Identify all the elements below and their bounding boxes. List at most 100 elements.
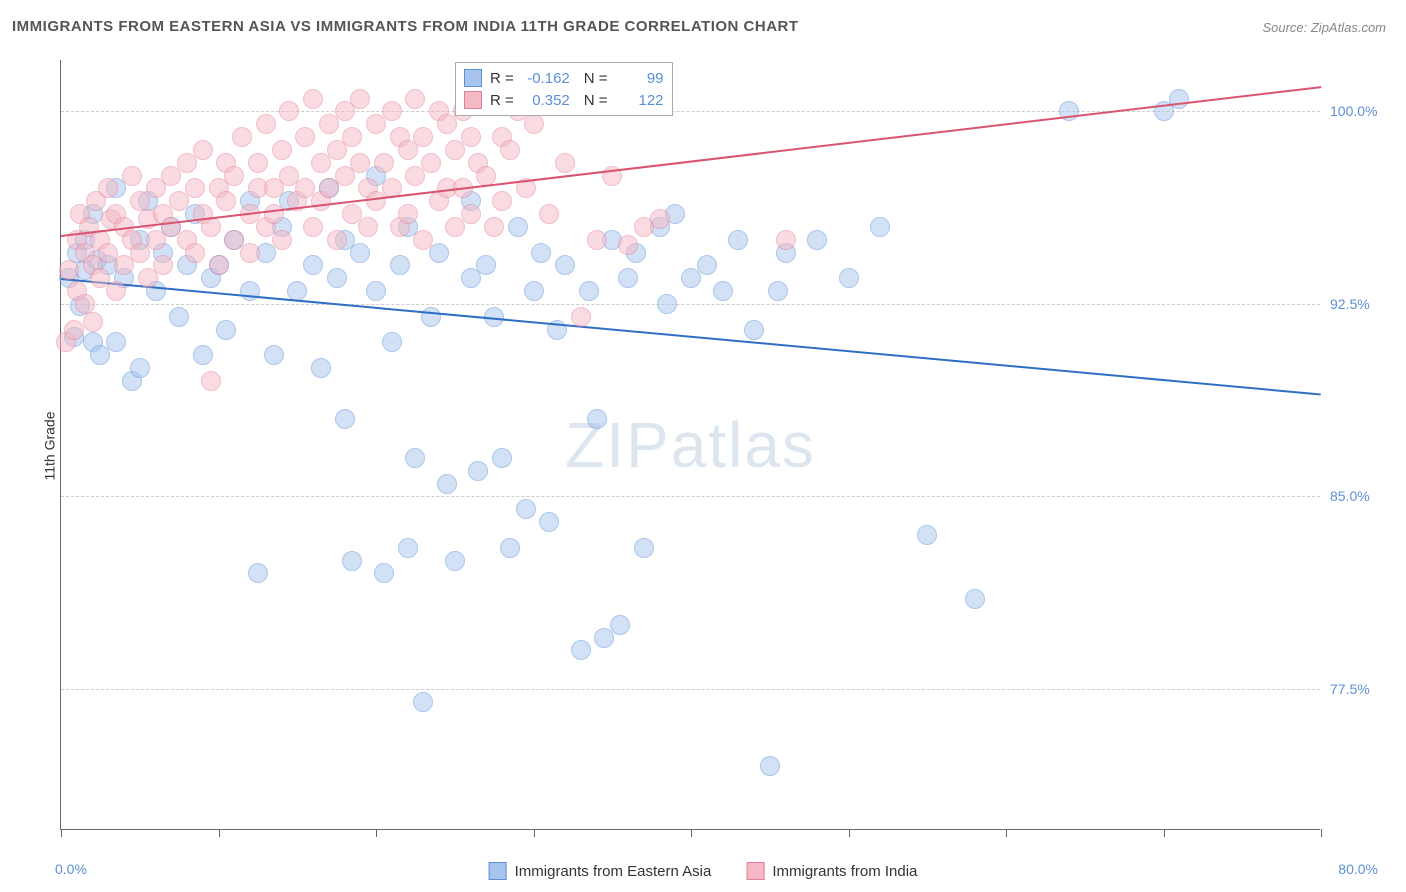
scatter-point <box>587 230 607 250</box>
scatter-point <box>555 153 575 173</box>
scatter-point <box>500 538 520 558</box>
y-tick-label: 92.5% <box>1330 296 1395 312</box>
scatter-point <box>437 474 457 494</box>
legend-swatch <box>489 862 507 880</box>
scatter-point <box>398 204 418 224</box>
scatter-point <box>587 409 607 429</box>
scatter-point <box>59 260 79 280</box>
scatter-point <box>405 448 425 468</box>
scatter-point <box>240 243 260 263</box>
scatter-point <box>248 153 268 173</box>
scatter-point <box>335 409 355 429</box>
scatter-point <box>201 371 221 391</box>
scatter-point <box>153 255 173 275</box>
scatter-point <box>106 332 126 352</box>
scatter-point <box>248 563 268 583</box>
scatter-point <box>382 332 402 352</box>
scatter-point <box>524 281 544 301</box>
scatter-point <box>776 230 796 250</box>
x-axis-max-label: 80.0% <box>1338 861 1378 877</box>
scatter-point <box>185 243 205 263</box>
scatter-point <box>405 89 425 109</box>
scatter-point <box>83 312 103 332</box>
scatter-point <box>461 127 481 147</box>
x-tick <box>61 829 62 837</box>
scatter-point <box>728 230 748 250</box>
x-tick <box>219 829 220 837</box>
grid-line <box>61 689 1320 690</box>
legend-item: Immigrants from Eastern Asia <box>489 862 712 880</box>
scatter-point <box>618 235 638 255</box>
x-tick <box>1321 829 1322 837</box>
scatter-point <box>508 217 528 237</box>
scatter-point <box>193 345 213 365</box>
scatter-point <box>272 230 292 250</box>
scatter-point <box>429 243 449 263</box>
x-axis-min-label: 0.0% <box>55 861 87 877</box>
scatter-point <box>697 255 717 275</box>
scatter-point <box>374 153 394 173</box>
scatter-point <box>327 230 347 250</box>
scatter-point <box>468 461 488 481</box>
grid-line <box>61 304 1320 305</box>
scatter-point <box>413 692 433 712</box>
chart-title: IMMIGRANTS FROM EASTERN ASIA VS IMMIGRAN… <box>12 18 799 35</box>
scatter-point <box>374 563 394 583</box>
stats-row: R =-0.162 N =99 <box>464 67 664 89</box>
x-tick <box>1164 829 1165 837</box>
scatter-point <box>382 101 402 121</box>
scatter-point <box>279 101 299 121</box>
scatter-point <box>760 756 780 776</box>
series-swatch <box>464 91 482 109</box>
scatter-point <box>516 499 536 519</box>
scatter-point <box>350 89 370 109</box>
scatter-point <box>657 294 677 314</box>
scatter-point <box>209 255 229 275</box>
scatter-point <box>287 281 307 301</box>
scatter-point <box>185 178 205 198</box>
scatter-point <box>421 153 441 173</box>
scatter-point <box>571 307 591 327</box>
scatter-point <box>713 281 733 301</box>
scatter-point <box>350 153 370 173</box>
grid-line <box>61 111 1320 112</box>
scatter-point <box>610 615 630 635</box>
scatter-point <box>366 281 386 301</box>
scatter-point <box>264 345 284 365</box>
legend-label: Immigrants from Eastern Asia <box>515 863 712 880</box>
scatter-point <box>634 538 654 558</box>
scatter-point <box>256 114 276 134</box>
scatter-point <box>264 204 284 224</box>
scatter-point <box>571 640 591 660</box>
scatter-point <box>272 140 292 160</box>
chart-legend: Immigrants from Eastern AsiaImmigrants f… <box>489 862 918 880</box>
scatter-point <box>303 255 323 275</box>
scatter-point <box>106 281 126 301</box>
x-tick <box>849 829 850 837</box>
scatter-point <box>413 127 433 147</box>
scatter-point <box>342 551 362 571</box>
x-tick <box>1006 829 1007 837</box>
scatter-point <box>476 166 496 186</box>
scatter-point <box>358 217 378 237</box>
scatter-point <box>295 127 315 147</box>
scatter-point <box>421 307 441 327</box>
scatter-point <box>445 551 465 571</box>
source-attribution: Source: ZipAtlas.com <box>1262 20 1386 35</box>
scatter-point <box>216 320 236 340</box>
scatter-point <box>539 204 559 224</box>
y-tick-label: 77.5% <box>1330 681 1395 697</box>
scatter-point <box>193 140 213 160</box>
scatter-point <box>492 191 512 211</box>
scatter-point <box>870 217 890 237</box>
scatter-point <box>744 320 764 340</box>
scatter-point <box>579 281 599 301</box>
y-tick-label: 100.0% <box>1330 103 1395 119</box>
scatter-point <box>303 217 323 237</box>
scatter-point <box>216 191 236 211</box>
scatter-point <box>492 448 512 468</box>
grid-line <box>61 496 1320 497</box>
y-tick-label: 85.0% <box>1330 488 1395 504</box>
scatter-point <box>350 243 370 263</box>
scatter-point <box>768 281 788 301</box>
